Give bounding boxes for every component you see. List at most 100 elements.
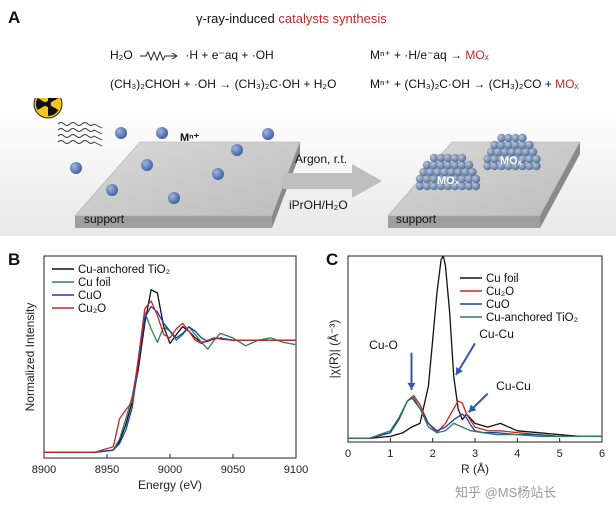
moxide-sphere (486, 147, 496, 157)
moxide-sphere (525, 140, 534, 150)
moxide-sphere (457, 181, 467, 191)
x-tick-label: 0 (345, 448, 351, 460)
moxide-sphere (497, 140, 506, 150)
equation-4: Mⁿ⁺ + (CH₃)₂C·OH → (CH₃)₂CO + MOₓ (370, 77, 578, 91)
moxide-sphere (532, 161, 541, 171)
x-tick-label: 9050 (221, 464, 245, 476)
moxide-sphere (415, 174, 425, 184)
xanes-chart: 8900 8950 9000 9050 9100 Energy (eV) Normalize… (23, 255, 308, 492)
moxide-sphere (518, 161, 527, 171)
moxide-sphere (490, 161, 499, 171)
synthesis-schematic (0, 98, 616, 236)
schematic-title-prefix: γ-ray-induced (196, 11, 279, 26)
moxide-sphere (457, 174, 467, 184)
x-tick-label: 3 (472, 448, 478, 460)
equation-1: H₂O ·H + e⁻aq + ·OH (110, 48, 274, 62)
legend-label: CuO (78, 290, 102, 302)
schematic-title-highlight: catalysts synthesis (278, 11, 387, 26)
ion-label: Mⁿ⁺ (180, 132, 200, 144)
y-axis-label: |χ(R)| (Å⁻³) (326, 320, 341, 379)
moxide-sphere (525, 154, 534, 164)
moxide-sphere (436, 160, 446, 170)
x-tick-label: 1 (387, 448, 393, 460)
moxide-sphere (447, 167, 456, 177)
support-slab-left (74, 141, 301, 228)
moxide-sphere (422, 160, 432, 170)
support-label-left: support (84, 212, 125, 226)
equation-4-product: MOₓ (555, 77, 579, 91)
moxide-sphere (450, 174, 460, 184)
moxide-sphere (468, 167, 477, 177)
moxide-sphere (518, 154, 527, 164)
moxide-sphere (461, 167, 470, 177)
moxide-sphere (443, 174, 453, 184)
legend-label: Cu-anchored TiO₂ (78, 264, 170, 276)
x-axis-label: Energy (eV) (138, 478, 202, 492)
equation-2-lhs: (CH₃)₂CHOH + ·OH → (110, 77, 232, 91)
series-line (348, 396, 602, 439)
moxide-sphere (457, 160, 467, 170)
moxide-sphere (443, 160, 453, 170)
moxide-sphere (525, 161, 534, 171)
moxide-sphere (514, 147, 524, 157)
moxide-sphere (440, 167, 449, 177)
moxide-sphere (528, 147, 538, 157)
moxide-sphere (454, 167, 463, 177)
moxide-sphere (443, 181, 453, 191)
legend-label: Cu₂O (78, 303, 106, 315)
x-tick-label: 8950 (95, 464, 119, 476)
moxide-sphere (443, 153, 453, 163)
watermark: 知乎 @MS杨站长 (455, 485, 557, 500)
moxide-particle-1 (415, 153, 481, 191)
x-tick-label: 9000 (158, 464, 182, 476)
moxide-sphere (504, 161, 513, 171)
moxide-sphere (429, 181, 439, 191)
legend-label: Cu foil (486, 273, 519, 285)
annotation-arrowhead (407, 382, 416, 390)
x-tick-label: 6 (599, 448, 605, 460)
arrow-label-top: Argon, r.t. (295, 152, 348, 166)
moxide-sphere (436, 153, 446, 163)
equation-3-product: MOₓ (465, 48, 489, 62)
moxide-sphere (511, 161, 520, 171)
particle-label-2: MOₓ (500, 155, 522, 167)
moxide-sphere (464, 181, 474, 191)
moxide-sphere (497, 161, 506, 171)
equation-2-rhs: (CH₃)₂C·OH + H₂O (234, 77, 337, 91)
schematic-title: γ-ray-induced catalysts synthesis (196, 11, 387, 26)
radiation-icon (33, 98, 63, 119)
legend-label: Cu-anchored TiO₂ (486, 312, 578, 324)
moxide-sphere (429, 174, 439, 184)
exafs-chart: 0 1 2 3 4 5 6R (Å)|χ(R)| (Å⁻³)Cu foilCu₂OCuOCu… (326, 255, 605, 476)
moxide-sphere (419, 167, 428, 177)
moxide-sphere (511, 140, 520, 150)
legend-label: Cu foil (78, 277, 111, 289)
moxide-sphere (532, 154, 541, 164)
support-label-right: support (396, 212, 437, 226)
panel-c-label: C (326, 250, 339, 269)
moxide-sphere (436, 174, 446, 184)
series-line (44, 305, 296, 454)
moxide-sphere (426, 167, 435, 177)
moxide-sphere (507, 147, 517, 157)
moxide-sphere (450, 160, 460, 170)
x-tick-label: 9100 (284, 464, 308, 476)
moxide-particle-2 (483, 133, 541, 171)
equation-3: Mⁿ⁺ + ·H/e⁻aq → MOₓ (370, 48, 489, 62)
moxide-sphere (490, 140, 499, 150)
moxide-sphere (500, 147, 510, 157)
moxide-sphere (457, 153, 467, 163)
moxide-sphere (493, 147, 503, 157)
particle-label-1: MOₓ (437, 175, 459, 187)
moxide-sphere (497, 133, 506, 143)
moxide-sphere (511, 133, 520, 143)
panel-b-label: B (8, 250, 21, 269)
equation-2: (CH₃)₂CHOH + ·OH → (CH₃)₂C·OH + H₂O (110, 77, 336, 91)
x-axis-label: R (Å) (461, 461, 489, 476)
moxide-sphere (518, 140, 527, 150)
equation-1-lhs: H₂O (110, 48, 133, 62)
moxide-sphere (471, 174, 481, 184)
moxide-sphere (471, 181, 481, 191)
series-line (44, 311, 297, 454)
moxide-sphere (521, 147, 531, 157)
